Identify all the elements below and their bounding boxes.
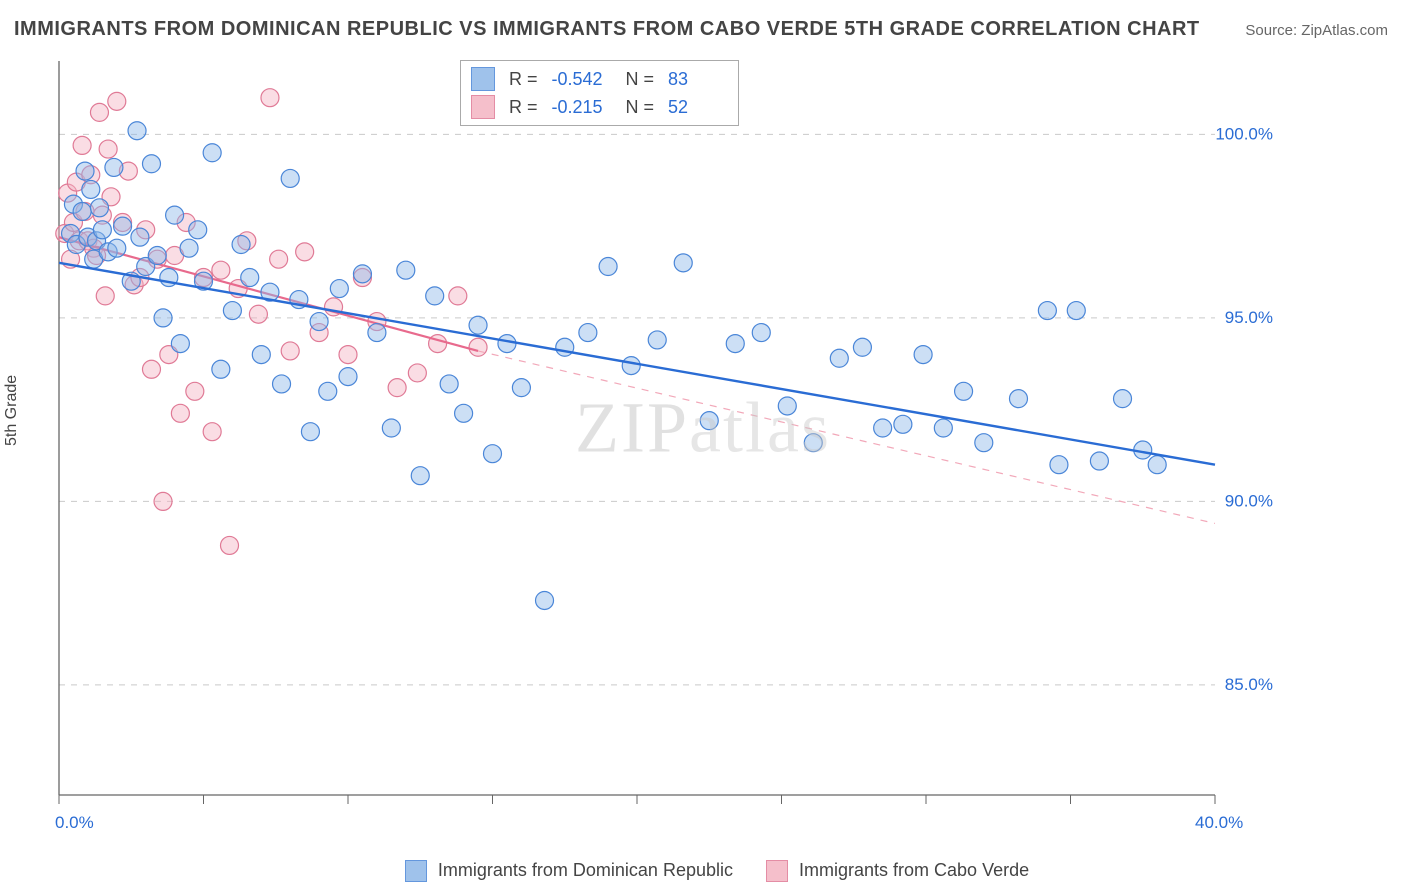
stats-legend: R = -0.542 N = 83 R = -0.215 N = 52 <box>460 60 739 126</box>
svg-text:95.0%: 95.0% <box>1225 308 1273 327</box>
r-value: -0.542 <box>552 65 612 93</box>
source-credit: Source: ZipAtlas.com <box>1245 22 1388 39</box>
x-axis-min-label: 0.0% <box>55 813 94 833</box>
swatch-series-2 <box>471 95 495 119</box>
svg-text:100.0%: 100.0% <box>1215 124 1273 143</box>
svg-text:90.0%: 90.0% <box>1225 491 1273 510</box>
n-value: 83 <box>668 65 728 93</box>
stats-row-series-2: R = -0.215 N = 52 <box>471 93 728 121</box>
legend-swatch-series-2 <box>766 860 788 882</box>
correlation-scatter-plot: 85.0% 90.0% 95.0% 100.0% <box>55 55 1295 825</box>
chart-title: IMMIGRANTS FROM DOMINICAN REPUBLIC VS IM… <box>14 18 1200 41</box>
y-axis-label: 5th Grade <box>3 375 21 446</box>
stats-row-series-1: R = -0.542 N = 83 <box>471 65 728 93</box>
r-label: R = <box>509 93 538 121</box>
n-label: N = <box>626 93 655 121</box>
n-label: N = <box>626 65 655 93</box>
series-legend: Immigrants from Dominican Republic Immig… <box>0 860 1406 882</box>
r-label: R = <box>509 65 538 93</box>
x-axis-max-label: 40.0% <box>1195 813 1243 833</box>
legend-swatch-series-1 <box>405 860 427 882</box>
swatch-series-1 <box>471 67 495 91</box>
source-name: ZipAtlas.com <box>1301 22 1388 39</box>
r-value: -0.215 <box>552 93 612 121</box>
svg-text:85.0%: 85.0% <box>1225 675 1273 694</box>
legend-label-series-2: Immigrants from Cabo Verde <box>799 860 1029 880</box>
source-label: Source: <box>1245 22 1301 39</box>
legend-label-series-1: Immigrants from Dominican Republic <box>438 860 733 880</box>
n-value: 52 <box>668 93 728 121</box>
